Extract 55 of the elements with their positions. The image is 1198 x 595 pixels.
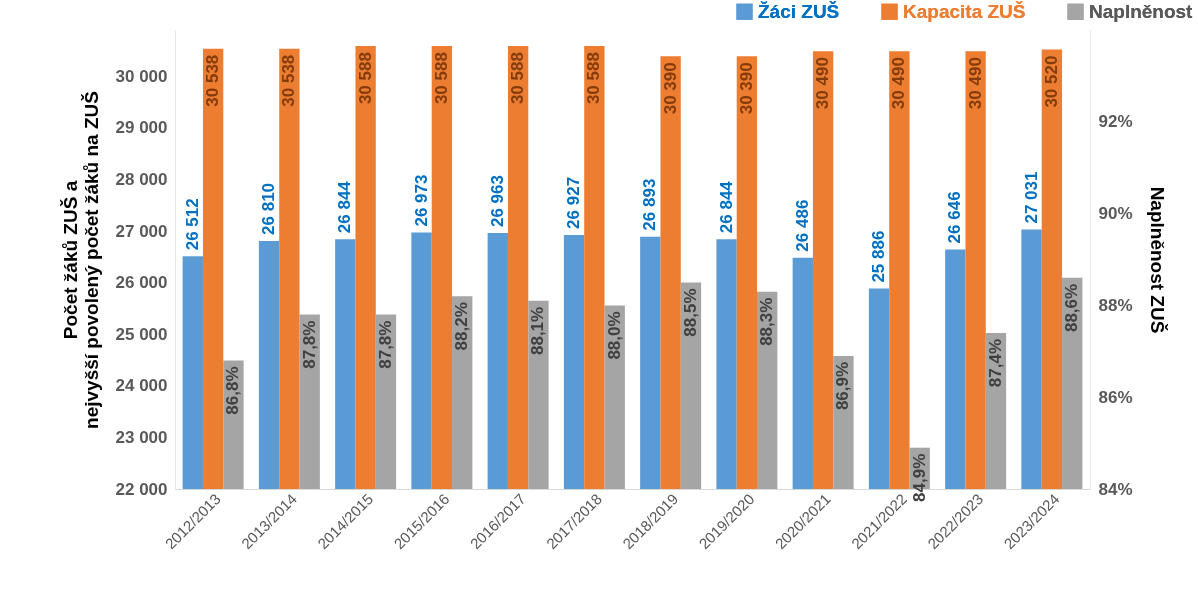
data-label: 30 490: [813, 57, 833, 110]
y2-tick-label: 84%: [1098, 479, 1133, 499]
y-tick-label: 25 000: [115, 324, 168, 344]
data-label: 86,9%: [833, 361, 853, 411]
data-label: 88,2%: [452, 302, 472, 351]
y2-tick-label: 86%: [1098, 387, 1133, 407]
y-tick-label: 29 000: [115, 118, 168, 138]
data-label: 26 810: [259, 182, 279, 235]
data-label: 25 886: [869, 230, 889, 283]
data-label: 26 927: [564, 176, 584, 229]
data-label: 26 963: [487, 175, 507, 228]
data-label: 26 844: [716, 180, 736, 234]
y-tick-label: 26 000: [115, 273, 168, 293]
data-label: 84,9%: [909, 453, 929, 502]
data-label: 86,8%: [223, 366, 243, 415]
data-label: 30 490: [965, 57, 985, 110]
y2-tick-label: 92%: [1098, 112, 1133, 132]
data-label: 88,5%: [680, 288, 700, 337]
y2-tick-label: 90%: [1098, 204, 1133, 224]
data-label: 27 031: [1021, 171, 1041, 224]
data-label: 30 390: [736, 62, 756, 115]
legend-label: Naplněnost: [1089, 0, 1194, 22]
data-label: 88,0%: [604, 311, 624, 360]
y2-tick-label: 88%: [1098, 295, 1133, 315]
data-label: 26 486: [792, 199, 812, 252]
data-label: 87,8%: [375, 320, 395, 369]
y-tick-label: 24 000: [115, 376, 168, 396]
data-label: 30 588: [584, 52, 604, 105]
data-label: 88,6%: [1062, 283, 1082, 333]
data-label: 30 538: [203, 54, 223, 107]
legend-label: Žáci ZUŠ: [758, 0, 840, 22]
data-label: 30 490: [889, 57, 909, 110]
y-tick-label: 22 000: [115, 479, 168, 499]
data-label: 88,3%: [757, 297, 777, 346]
y-tick-label: 30 000: [115, 66, 168, 86]
data-label: 26 893: [640, 178, 660, 231]
legend-label: Kapacita ZUŠ: [903, 0, 1026, 22]
y2-axis-title: Naplněnost ZUŠ: [1146, 186, 1168, 334]
data-label: 26 512: [182, 198, 202, 251]
data-label: 88,1%: [528, 306, 548, 356]
data-label: 30 520: [1041, 55, 1061, 108]
data-label: 26 844: [335, 180, 355, 234]
data-label: 30 538: [279, 54, 299, 107]
data-label: 26 646: [945, 191, 965, 244]
y-tick-label: 23 000: [115, 427, 168, 447]
data-label: 30 588: [508, 52, 528, 105]
y-axis-title: Počet žáků ZUŠ a nejvyšší povolený počet žáků na ZUŠ: [59, 91, 102, 429]
data-label: 30 588: [355, 52, 375, 105]
data-label: 87,4%: [985, 338, 1005, 388]
data-label: 30 390: [660, 62, 680, 115]
y-tick-label: 27 000: [115, 221, 168, 241]
data-label: 87,8%: [299, 320, 319, 369]
data-label: 26 973: [411, 174, 431, 227]
y-tick-label: 28 000: [115, 170, 168, 190]
data-label: 30 588: [431, 52, 451, 105]
